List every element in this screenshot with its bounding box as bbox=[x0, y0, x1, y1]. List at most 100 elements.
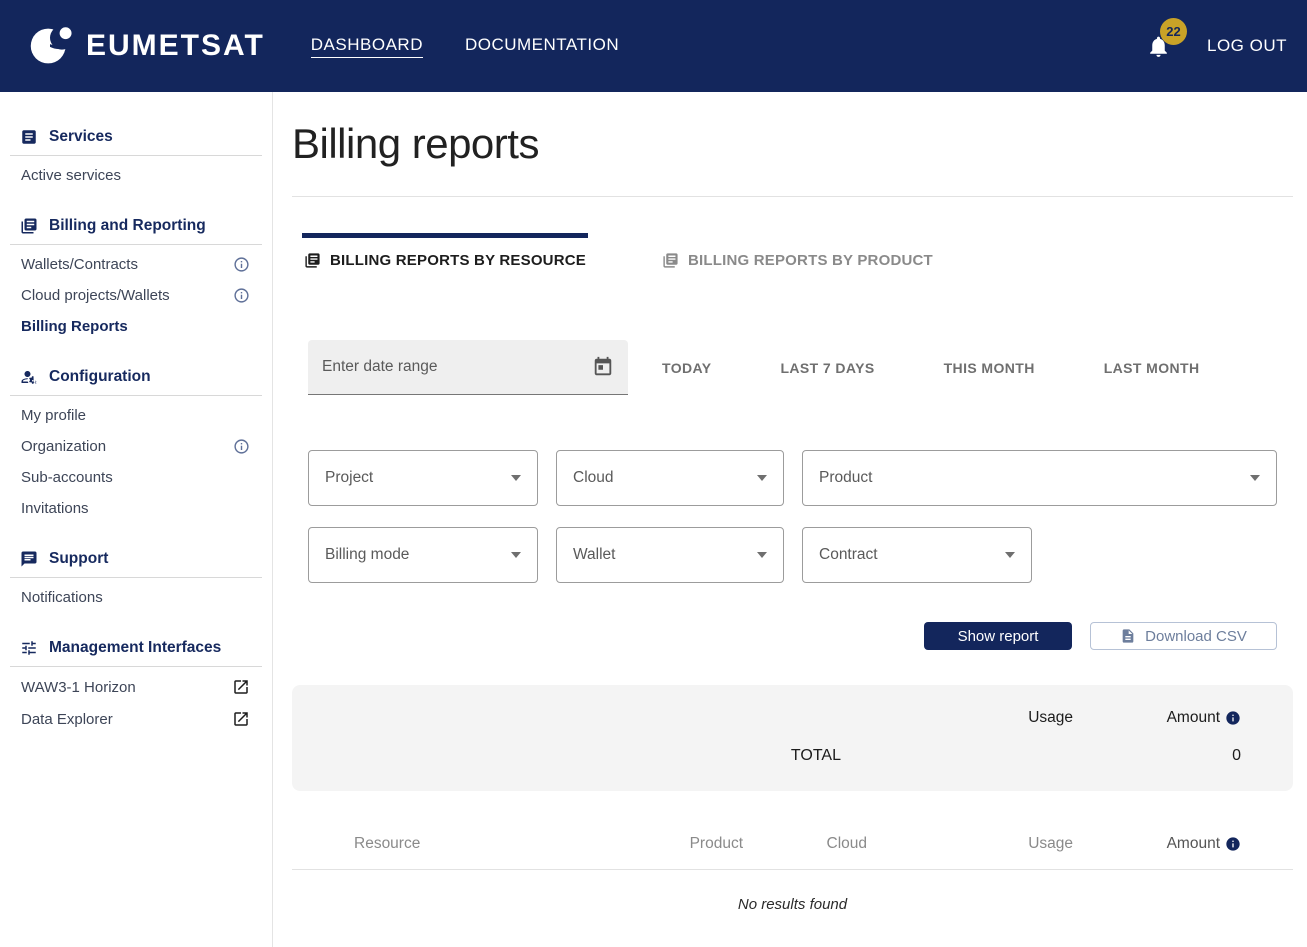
calendar-icon[interactable] bbox=[592, 356, 614, 378]
sidebar-item-organization[interactable]: Organization bbox=[0, 431, 272, 462]
sidebar-section-title: Support bbox=[49, 550, 109, 567]
chat-icon bbox=[20, 550, 38, 568]
manage-accounts-icon bbox=[20, 368, 38, 386]
chevron-down-icon bbox=[1005, 552, 1015, 558]
empty-results-message: No results found bbox=[737, 896, 848, 913]
sidebar-item-notifications[interactable]: Notifications bbox=[21, 589, 103, 606]
quick-range-links: TODAY LAST 7 DAYS THIS MONTH LAST MONTH bbox=[662, 360, 1199, 376]
column-amount: Amount bbox=[1166, 835, 1220, 852]
info-icon[interactable] bbox=[1225, 710, 1241, 726]
wallet-dropdown[interactable]: Wallet bbox=[556, 527, 784, 583]
product-dropdown[interactable]: Product bbox=[802, 450, 1277, 506]
actions-row: Show report Download CSV bbox=[308, 622, 1277, 650]
project-dropdown[interactable]: Project bbox=[308, 450, 538, 506]
library-books-icon bbox=[663, 253, 678, 268]
nav-links: DASHBOARD DOCUMENTATION bbox=[310, 34, 620, 58]
quick-range-this-month[interactable]: THIS MONTH bbox=[943, 359, 1035, 376]
sidebar-section-configuration: Configuration My profile Organization Su… bbox=[0, 368, 272, 524]
sidebar-section-header: Management Interfaces bbox=[0, 639, 272, 657]
sidebar-item-billing-reports[interactable]: Billing Reports bbox=[21, 318, 128, 335]
library-books-icon bbox=[305, 253, 320, 268]
quick-range-today[interactable]: TODAY bbox=[662, 359, 712, 376]
date-range-field[interactable] bbox=[322, 358, 592, 376]
library-books-icon bbox=[20, 217, 38, 235]
sidebar: Services Active services Billing and Rep… bbox=[0, 92, 273, 947]
total-label: TOTAL bbox=[790, 747, 841, 764]
usage-header: Usage bbox=[1028, 709, 1073, 726]
notifications-count-badge: 22 bbox=[1159, 17, 1187, 45]
sidebar-section-title: Billing and Reporting bbox=[49, 217, 206, 234]
filter-dropdown-row-2: Billing mode Wallet Contract bbox=[308, 527, 1277, 583]
tab-label: BILLING REPORTS BY RESOURCE bbox=[330, 252, 586, 269]
column-usage: Usage bbox=[1028, 835, 1073, 852]
notifications-bell-button[interactable]: 22 bbox=[1146, 17, 1187, 59]
info-icon[interactable] bbox=[233, 256, 250, 273]
nav-link-documentation[interactable]: DOCUMENTATION bbox=[464, 34, 620, 54]
divider bbox=[292, 196, 1293, 197]
totals-panel: Usage Amount TOTAL 0 bbox=[292, 685, 1293, 791]
sidebar-section-header: Billing and Reporting bbox=[0, 217, 272, 235]
show-report-button[interactable]: Show report bbox=[924, 622, 1072, 650]
sidebar-item-wallets-contracts[interactable]: Wallets/Contracts bbox=[0, 249, 272, 280]
cloud-dropdown[interactable]: Cloud bbox=[556, 450, 784, 506]
sidebar-section-billing-and-reporting: Billing and Reporting Wallets/Contracts … bbox=[0, 217, 272, 342]
total-amount-value: 0 bbox=[1232, 747, 1241, 764]
sidebar-item-cloud-projects-wallets[interactable]: Cloud projects/Wallets bbox=[0, 280, 272, 311]
chevron-down-icon bbox=[511, 552, 521, 558]
totals-header-row: Usage Amount bbox=[292, 709, 1241, 727]
article-icon bbox=[20, 128, 38, 146]
date-filter-row: TODAY LAST 7 DAYS THIS MONTH LAST MONTH bbox=[308, 340, 1277, 395]
info-icon[interactable] bbox=[1225, 836, 1241, 852]
eumetsat-logo-icon bbox=[28, 24, 72, 68]
brand-name: EUMETSAT bbox=[86, 29, 265, 62]
open-in-new-icon bbox=[232, 710, 250, 728]
date-range-input[interactable] bbox=[308, 340, 628, 395]
tab-billing-reports-by-product[interactable]: BILLING REPORTS BY PRODUCT bbox=[660, 233, 935, 285]
divider bbox=[292, 869, 1293, 870]
chevron-down-icon bbox=[511, 475, 521, 481]
logout-button[interactable]: LOG OUT bbox=[1206, 36, 1287, 55]
sidebar-section-header: Configuration bbox=[0, 368, 272, 386]
amount-header: Amount bbox=[1166, 709, 1220, 726]
sidebar-section-services: Services Active services bbox=[0, 128, 272, 191]
sidebar-item-data-explorer[interactable]: Data Explorer bbox=[0, 703, 272, 735]
quick-range-last-7-days[interactable]: LAST 7 DAYS bbox=[780, 359, 875, 376]
column-resource: Resource bbox=[354, 835, 421, 852]
main-content: Billing reports BILLING REPORTS BY RESOU… bbox=[273, 92, 1307, 947]
results-header-row: Resource Product Cloud Usage Amount bbox=[292, 825, 1293, 853]
chevron-down-icon bbox=[1250, 475, 1260, 481]
sidebar-item-waw3-1-horizon[interactable]: WAW3-1 Horizon bbox=[0, 671, 272, 703]
sidebar-section-title: Configuration bbox=[49, 368, 151, 385]
billing-mode-dropdown[interactable]: Billing mode bbox=[308, 527, 538, 583]
sidebar-item-invitations[interactable]: Invitations bbox=[21, 500, 89, 517]
sidebar-section-title: Services bbox=[49, 128, 113, 145]
quick-range-last-month[interactable]: LAST MONTH bbox=[1103, 359, 1200, 376]
sidebar-section-support: Support Notifications bbox=[0, 550, 272, 613]
tab-billing-reports-by-resource[interactable]: BILLING REPORTS BY RESOURCE bbox=[302, 233, 588, 285]
chevron-down-icon bbox=[757, 552, 767, 558]
info-icon[interactable] bbox=[233, 438, 250, 455]
totals-value-row: TOTAL 0 bbox=[292, 747, 1241, 765]
sidebar-item-sub-accounts[interactable]: Sub-accounts bbox=[21, 469, 113, 486]
sidebar-section-management-interfaces: Management Interfaces WAW3-1 Horizon Dat… bbox=[0, 639, 272, 735]
download-csv-button[interactable]: Download CSV bbox=[1090, 622, 1277, 650]
divider bbox=[10, 395, 262, 396]
page-title: Billing reports bbox=[292, 120, 539, 167]
divider bbox=[10, 244, 262, 245]
tab-bar: BILLING REPORTS BY RESOURCE BILLING REPO… bbox=[302, 233, 1293, 285]
filter-dropdown-row-1: Project Cloud Product bbox=[308, 450, 1277, 506]
contract-dropdown[interactable]: Contract bbox=[802, 527, 1032, 583]
divider bbox=[10, 666, 262, 667]
tab-label: BILLING REPORTS BY PRODUCT bbox=[687, 252, 933, 269]
info-icon[interactable] bbox=[233, 287, 250, 304]
open-in-new-icon bbox=[232, 678, 250, 696]
bell-icon bbox=[1146, 34, 1171, 59]
sidebar-section-header: Support bbox=[0, 550, 272, 568]
file-icon bbox=[1122, 629, 1134, 643]
tune-icon bbox=[20, 639, 38, 657]
sidebar-item-my-profile[interactable]: My profile bbox=[21, 407, 87, 424]
sidebar-item-active-services[interactable]: Active services bbox=[21, 167, 122, 184]
column-cloud: Cloud bbox=[826, 835, 868, 852]
eumetsat-logo[interactable]: EUMETSAT bbox=[28, 24, 265, 68]
nav-link-dashboard[interactable]: DASHBOARD bbox=[310, 35, 423, 58]
